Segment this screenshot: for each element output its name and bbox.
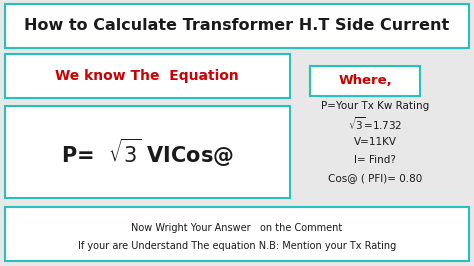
Text: We know The  Equation: We know The Equation xyxy=(55,69,239,83)
FancyBboxPatch shape xyxy=(5,207,469,261)
FancyBboxPatch shape xyxy=(5,4,469,48)
FancyBboxPatch shape xyxy=(5,54,290,98)
Text: Cos@ ( PFI)= 0.80: Cos@ ( PFI)= 0.80 xyxy=(328,173,422,183)
Text: P=Your Tx Kw Rating: P=Your Tx Kw Rating xyxy=(321,101,429,111)
Text: Now Wright Your Answer   on the Comment: Now Wright Your Answer on the Comment xyxy=(131,223,343,233)
Text: How to Calculate Transformer H.T Side Current: How to Calculate Transformer H.T Side Cu… xyxy=(24,19,450,34)
FancyBboxPatch shape xyxy=(310,66,420,96)
Text: P=  $\sqrt{3}$ VICos@: P= $\sqrt{3}$ VICos@ xyxy=(61,137,233,169)
FancyBboxPatch shape xyxy=(5,106,290,198)
Text: $\sqrt{3}$=1.732: $\sqrt{3}$=1.732 xyxy=(348,116,402,132)
Text: V=11KV: V=11KV xyxy=(354,137,396,147)
Text: Where,: Where, xyxy=(338,74,392,88)
Text: I= Find?: I= Find? xyxy=(354,155,396,165)
Text: If your are Understand The equation N.B: Mention your Tx Rating: If your are Understand The equation N.B:… xyxy=(78,241,396,251)
